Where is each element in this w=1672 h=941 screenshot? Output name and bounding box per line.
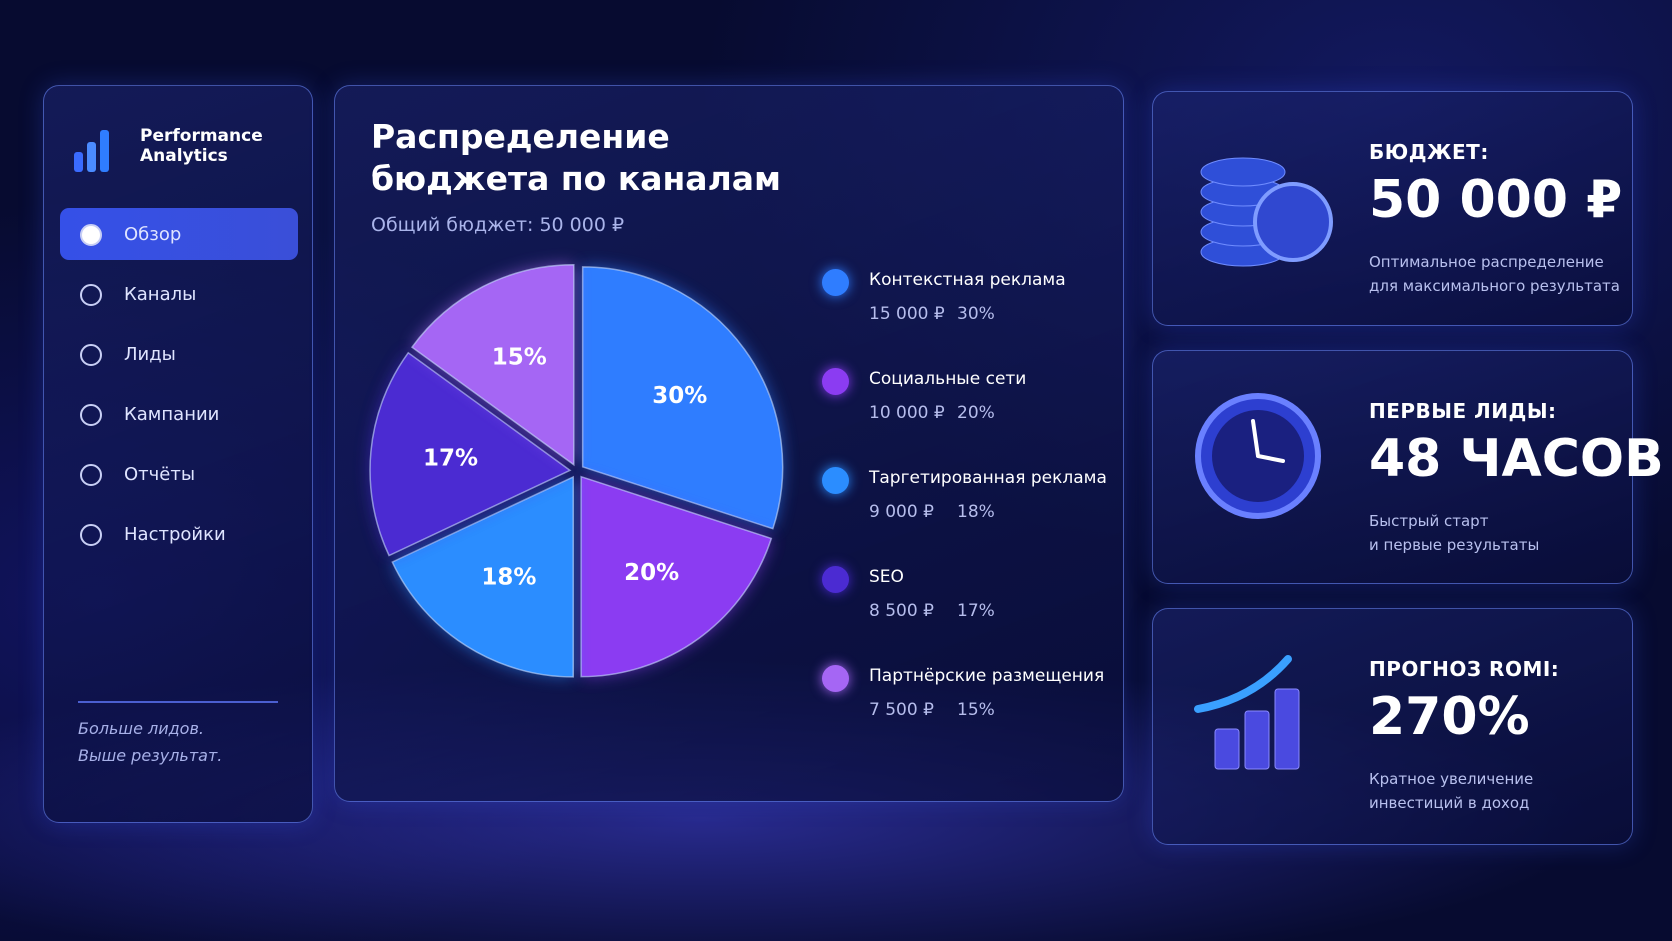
legend-dot bbox=[822, 368, 849, 395]
nav-label: Лиды bbox=[124, 343, 176, 365]
nav-icon-shape bbox=[80, 464, 102, 486]
bar-icon bbox=[1214, 728, 1240, 770]
card-label: ПЕРВЫЕ ЛИДЫ: bbox=[1369, 399, 1557, 423]
slice bbox=[410, 264, 575, 467]
legend-percent: 17% bbox=[957, 601, 995, 621]
nav-item[interactable]: Лиды bbox=[60, 328, 298, 380]
nav-label: Каналы bbox=[124, 283, 197, 305]
card-note-line: инвестиций в доход bbox=[1369, 794, 1530, 812]
nav-icon-shape bbox=[80, 524, 102, 546]
sidebar: Performance Analytics Обзор Каналы Лиды Кам… bbox=[43, 85, 313, 823]
card-note-line: Быстрый старт bbox=[1369, 512, 1489, 530]
slice bbox=[581, 266, 784, 530]
logo bbox=[74, 130, 109, 172]
legend-amount: 8 500 ₽ bbox=[869, 601, 934, 621]
brand: Performance Analytics bbox=[140, 126, 263, 166]
legend-dot bbox=[822, 566, 849, 593]
card-label: ПРОГНОЗ ROMI: bbox=[1369, 657, 1560, 681]
nav-item[interactable]: Обзор bbox=[60, 208, 298, 260]
nav-icon bbox=[80, 284, 102, 306]
legend-dot bbox=[822, 467, 849, 494]
slice-label: 30% bbox=[652, 383, 707, 409]
legend-percent: 30% bbox=[957, 304, 995, 324]
card-note: Быстрый старт и первые результаты bbox=[1369, 509, 1539, 557]
legend-name: Контекстная реклама bbox=[869, 270, 1066, 290]
slice bbox=[369, 351, 572, 557]
legend-name: SEO bbox=[869, 567, 904, 587]
slice-label: 15% bbox=[492, 344, 547, 370]
legend-name: Партнёрские размещения bbox=[869, 666, 1105, 686]
chart-title: Распределение бюджета по каналам bbox=[371, 117, 781, 198]
legend-dot bbox=[822, 269, 849, 296]
nav-icon bbox=[80, 464, 102, 486]
nav-icon bbox=[80, 344, 102, 366]
nav-item[interactable]: Каналы bbox=[60, 268, 298, 320]
nav-item[interactable]: Кампании bbox=[60, 388, 298, 440]
card-value: 50 000 ₽ bbox=[1369, 170, 1623, 230]
legend-name: Таргетированная реклама bbox=[869, 468, 1107, 488]
nav-icon bbox=[80, 524, 102, 546]
bar-icon bbox=[1244, 710, 1270, 770]
card-label: БЮДЖЕТ: bbox=[1369, 140, 1489, 164]
card-note-line: Оптимальное распределение bbox=[1369, 253, 1604, 271]
card-note-line: Кратное увеличение bbox=[1369, 770, 1534, 788]
nav-icon-shape bbox=[80, 284, 102, 306]
slice-label: 20% bbox=[624, 560, 679, 586]
slice bbox=[580, 475, 773, 678]
legend-percent: 15% bbox=[957, 700, 995, 720]
pie-chart: 30% 20% 18% 17% 15% bbox=[369, 264, 784, 678]
nav-label: Отчёты bbox=[124, 463, 196, 485]
legend-name: Социальные сети bbox=[869, 369, 1027, 389]
legend-amount: 10 000 ₽ bbox=[869, 403, 945, 423]
chart-panel: 30% 20% 18% 17% 15% Распределение бюджета по… bbox=[334, 85, 1124, 802]
legend-amount: 15 000 ₽ bbox=[869, 304, 945, 324]
card-note: Оптимальное распределение для максимально… bbox=[1369, 250, 1620, 298]
card-value: 48 ЧАСОВ bbox=[1369, 429, 1664, 489]
nav-icon-shape bbox=[80, 224, 102, 246]
legend-amount: 9 000 ₽ bbox=[869, 502, 934, 522]
card-icon bbox=[1195, 393, 1321, 519]
nav-icon bbox=[80, 224, 102, 246]
nav-icon bbox=[80, 404, 102, 426]
legend-amount: 7 500 ₽ bbox=[869, 700, 934, 720]
nav-item[interactable]: Отчёты bbox=[60, 448, 298, 500]
legend-percent: 20% bbox=[957, 403, 995, 423]
card-icon bbox=[1200, 157, 1333, 267]
slice-label: 18% bbox=[481, 565, 536, 591]
card-note: Кратное увеличение инвестиций в доход bbox=[1369, 767, 1533, 815]
slice bbox=[391, 475, 574, 678]
slice-label: 17% bbox=[423, 446, 478, 472]
arrow-icon bbox=[1194, 655, 1292, 713]
card-icon bbox=[1194, 655, 1300, 770]
card-note-line: для максимального результата bbox=[1369, 277, 1620, 295]
stat-card: БЮДЖЕТ: 50 000 ₽ Оптимальное распределение… bbox=[1152, 91, 1633, 326]
legend-dot bbox=[822, 665, 849, 692]
tagline-line: Выше результат. bbox=[78, 746, 223, 765]
clock-hands bbox=[1251, 419, 1285, 463]
tagline-line: Больше лидов. bbox=[78, 719, 204, 738]
nav-label: Настройки bbox=[124, 523, 226, 545]
card-value: 270% bbox=[1369, 687, 1530, 747]
coin-front bbox=[1253, 182, 1333, 262]
tagline: Больше лидов. Выше результат. bbox=[78, 701, 278, 769]
nav-icon-shape bbox=[80, 404, 102, 426]
nav-icon-shape bbox=[80, 344, 102, 366]
stat-card: ПРОГНОЗ ROMI: 270% Кратное увеличение инвес… bbox=[1152, 608, 1633, 845]
nav-item[interactable]: Настройки bbox=[60, 508, 298, 560]
nav: Обзор Каналы Лиды Кампании Отчёты Настройки bbox=[60, 208, 298, 568]
nav-label: Кампании bbox=[124, 403, 220, 425]
nav-label: Обзор bbox=[124, 223, 182, 245]
coin bbox=[1200, 157, 1286, 187]
legend-percent: 18% bbox=[957, 502, 995, 522]
chart-subtitle: Общий бюджет: 50 000 ₽ bbox=[371, 214, 625, 236]
stat-card: ПЕРВЫЕ ЛИДЫ: 48 ЧАСОВ Быстрый старт и первы… bbox=[1152, 350, 1664, 584]
card-note-line: и первые результаты bbox=[1369, 536, 1540, 554]
bar-icon bbox=[1274, 688, 1300, 770]
